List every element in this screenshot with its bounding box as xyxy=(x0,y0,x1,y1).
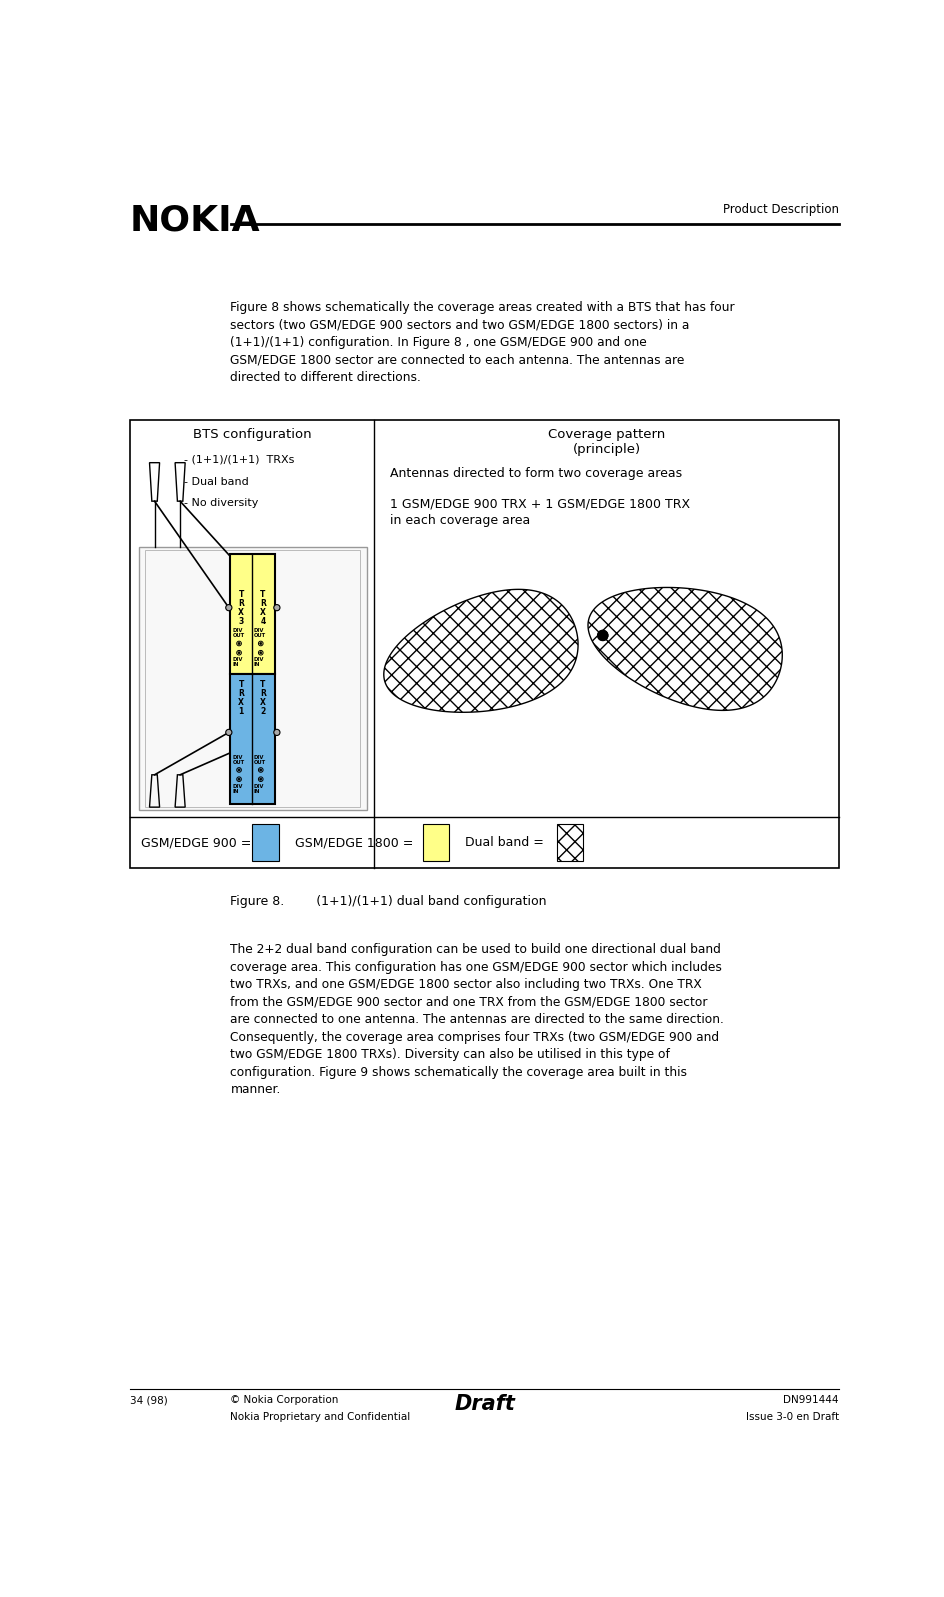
Text: GSM/EDGE 1800 =: GSM/EDGE 1800 = xyxy=(295,837,413,850)
Text: DIV
OUT: DIV OUT xyxy=(254,628,265,639)
Text: Product Description: Product Description xyxy=(722,203,838,216)
Circle shape xyxy=(238,652,240,653)
Bar xyxy=(129,420,838,869)
Text: DIV
IN: DIV IN xyxy=(232,658,243,668)
Text: 1 GSM/EDGE 900 TRX + 1 GSM/EDGE 1800 TRX
in each coverage area: 1 GSM/EDGE 900 TRX + 1 GSM/EDGE 1800 TRX… xyxy=(390,497,689,527)
Circle shape xyxy=(598,631,607,640)
Text: DN991444: DN991444 xyxy=(783,1396,838,1405)
Circle shape xyxy=(260,778,261,781)
Text: Issue 3-0 en Draft: Issue 3-0 en Draft xyxy=(745,1412,838,1421)
Bar xyxy=(230,554,275,674)
Polygon shape xyxy=(587,588,782,711)
Polygon shape xyxy=(383,589,578,712)
Text: Antennas directed to form two coverage areas: Antennas directed to form two coverage a… xyxy=(390,466,682,479)
Circle shape xyxy=(274,730,279,736)
Text: DIV
IN: DIV IN xyxy=(232,784,243,794)
Bar xyxy=(422,824,448,861)
Text: DIV
OUT: DIV OUT xyxy=(233,754,244,765)
Circle shape xyxy=(238,778,240,781)
Circle shape xyxy=(238,642,240,645)
Text: T
R
X
4: T R X 4 xyxy=(260,589,265,626)
Text: BTS: BTS xyxy=(612,616,637,629)
Text: BTS configuration: BTS configuration xyxy=(193,428,312,441)
Circle shape xyxy=(260,768,261,771)
Text: Figure 8.        (1+1)/(1+1) dual band configuration: Figure 8. (1+1)/(1+1) dual band configur… xyxy=(230,896,547,909)
Text: T
R
X
3: T R X 3 xyxy=(238,589,244,626)
Text: Draft: Draft xyxy=(454,1394,514,1413)
Text: Nokia Proprietary and Confidential: Nokia Proprietary and Confidential xyxy=(230,1412,411,1421)
Text: T
R
X
2: T R X 2 xyxy=(260,680,265,717)
Bar xyxy=(230,674,275,803)
Circle shape xyxy=(226,730,231,736)
Text: Figure 8 shows schematically the coverage areas created with a BTS that has four: Figure 8 shows schematically the coverag… xyxy=(230,300,734,383)
Text: Coverage pattern
(principle): Coverage pattern (principle) xyxy=(548,428,665,457)
Text: - (1+1)/(1+1)  TRXs: - (1+1)/(1+1) TRXs xyxy=(184,455,295,465)
Text: GSM/EDGE 900 =: GSM/EDGE 900 = xyxy=(142,837,251,850)
Circle shape xyxy=(260,642,261,645)
Circle shape xyxy=(274,605,279,610)
Text: DIV
IN: DIV IN xyxy=(253,658,263,668)
Circle shape xyxy=(238,768,240,771)
Text: DIV
OUT: DIV OUT xyxy=(254,754,265,765)
Bar xyxy=(145,551,360,806)
Text: DIV
OUT: DIV OUT xyxy=(233,628,244,639)
Circle shape xyxy=(260,652,261,653)
Text: DIV
IN: DIV IN xyxy=(253,784,263,794)
Text: T
R
X
1: T R X 1 xyxy=(238,680,244,717)
Text: - Dual band: - Dual band xyxy=(184,476,248,487)
Text: 34 (98): 34 (98) xyxy=(129,1396,167,1405)
Bar xyxy=(139,548,366,810)
Bar xyxy=(252,824,278,861)
Circle shape xyxy=(598,631,607,640)
Circle shape xyxy=(226,605,231,610)
Bar xyxy=(556,824,582,861)
Text: NOKIA: NOKIA xyxy=(129,203,261,238)
Text: The 2+2 dual band configuration can be used to build one directional dual band
c: The 2+2 dual band configuration can be u… xyxy=(230,944,724,1096)
Text: Dual band =: Dual band = xyxy=(464,837,544,850)
Text: © Nokia Corporation: © Nokia Corporation xyxy=(230,1396,339,1405)
Text: - No diversity: - No diversity xyxy=(184,498,258,508)
